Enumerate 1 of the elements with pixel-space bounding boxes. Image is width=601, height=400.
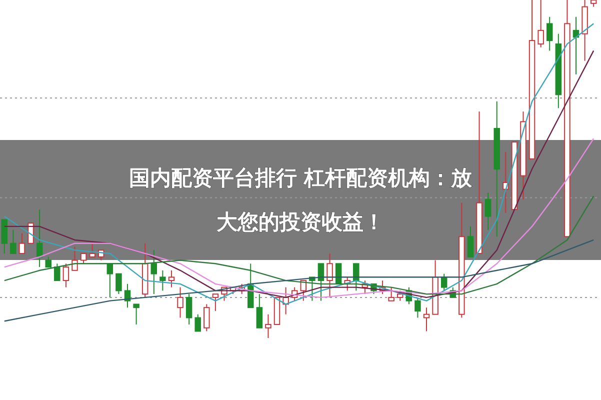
text: 国内配资平台排行 杠杆配资机构：放大您的投资收益！	[128, 165, 473, 236]
